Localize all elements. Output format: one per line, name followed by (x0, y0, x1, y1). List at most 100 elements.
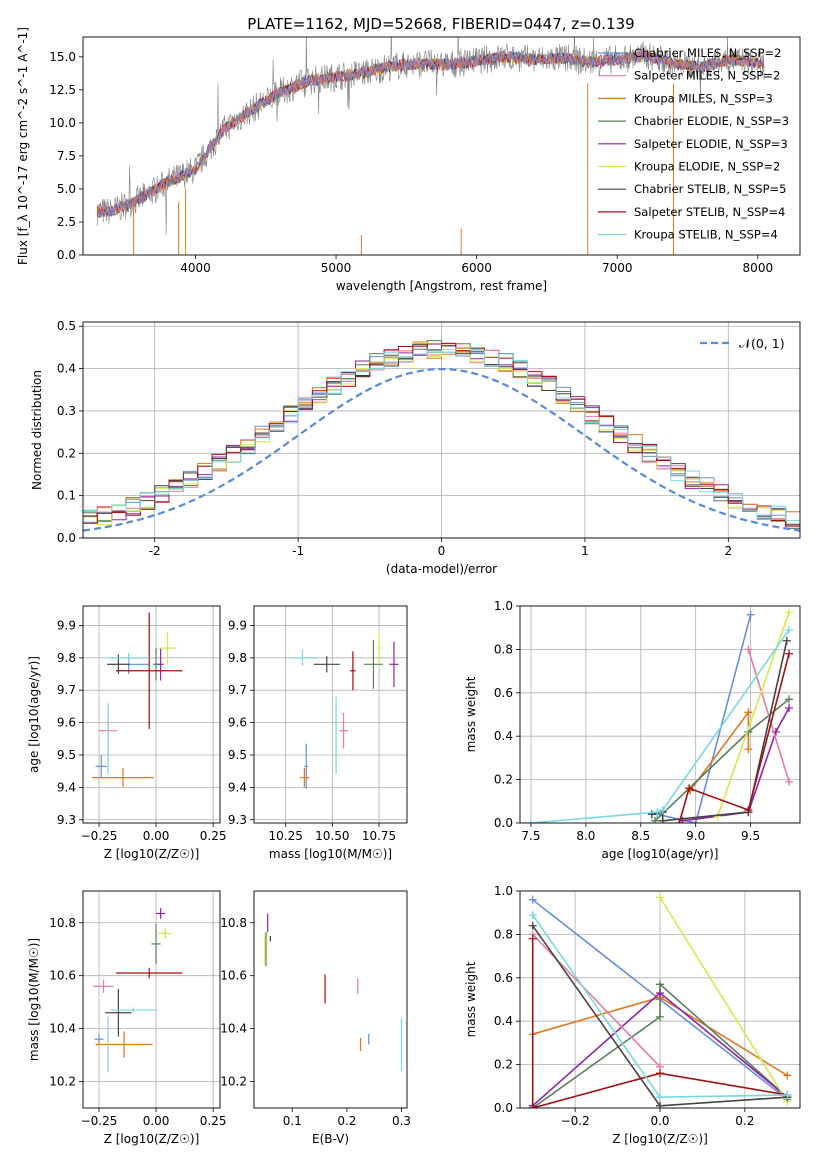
x-tick-label: 9.0 (686, 829, 705, 843)
legend-label: Chabrier STELIB, N_SSP=5 (634, 182, 786, 196)
x-tick-label: 0.2 (337, 1114, 356, 1128)
series-line (716, 612, 790, 817)
weight-series (656, 893, 792, 1106)
y-tick-label: 10.8 (220, 916, 247, 930)
error-bar-point (287, 649, 318, 666)
y-tick-label: 0.2 (494, 1058, 513, 1072)
series-line (678, 653, 790, 823)
y-tick-label: 10.0 (49, 116, 76, 130)
error-bar-point (116, 967, 183, 979)
error-bar-point (304, 743, 309, 789)
axes-frame (82, 605, 221, 824)
x-tick-label: -2 (149, 544, 161, 558)
series-marker (528, 921, 537, 930)
x-tick-label: 2 (724, 544, 732, 558)
y-tick-label: 9.4 (57, 780, 76, 794)
x-tick-label: 0.25 (200, 829, 227, 843)
error-bar-point (94, 1033, 104, 1045)
residual-histogram (83, 347, 800, 521)
chart-mass_vs_EBV: 0.1 0.2 0.3 10.2 10.4 10.6 10.8 E(B-V) (220, 890, 411, 1146)
weight-series (528, 910, 792, 1102)
series-marker (647, 810, 656, 819)
series-line (532, 982, 788, 1108)
x-tick-label: 5000 (321, 261, 352, 275)
error-bar-point (157, 648, 164, 681)
x-tick-label: 10.75 (362, 829, 396, 843)
y-tick-label: 10.2 (49, 1075, 76, 1089)
series-marker (658, 816, 667, 823)
series-marker (658, 805, 667, 814)
x-tick-label: 9.5 (741, 829, 760, 843)
plot-area (96, 37, 765, 255)
y-tick-label: 9.5 (57, 748, 76, 762)
axes-frame (82, 890, 221, 1109)
axes-frame (82, 36, 801, 256)
residual-histogram (83, 342, 800, 527)
series-marker (656, 1093, 664, 1102)
x-axis-label: wavelength [Angstrom, rest frame] (336, 279, 547, 293)
plot-area (287, 631, 399, 789)
x-axis-label: Z [log10(Z/Z☉)] (104, 847, 200, 861)
x-tick-label: 6000 (461, 261, 492, 275)
y-tick-label: 9.8 (228, 651, 247, 665)
x-tick-label: 8000 (743, 261, 774, 275)
error-bar-point (151, 924, 161, 964)
y-tick-label: 0.0 (494, 816, 513, 830)
x-tick-label: −0.25 (81, 1114, 118, 1128)
y-tick-label: 5.0 (57, 182, 76, 196)
series-marker (713, 812, 722, 821)
error-bar-point (299, 767, 310, 788)
y-tick-label: 1.0 (494, 884, 513, 898)
legend-entry: Salpeter MILES, N_SSP=2 (598, 69, 780, 83)
series-marker (528, 895, 537, 904)
legend-label: Salpeter STELIB, N_SSP=4 (634, 205, 785, 219)
y-axis-label: mass weight (464, 676, 478, 752)
series-marker (656, 893, 664, 902)
residual-histogram (83, 343, 800, 527)
series-marker (783, 1071, 792, 1080)
series-marker (651, 816, 660, 823)
series-marker (526, 819, 535, 823)
error-bar-point (158, 631, 177, 665)
x-axis-label: (data-model)/error (386, 562, 497, 576)
x-tick-label: 10.50 (315, 829, 349, 843)
legend-label: Kroupa ELODIE, N_SSP=2 (634, 160, 780, 174)
error-bar-point (338, 712, 349, 749)
series-line (532, 933, 661, 1068)
x-tick-label: 7.5 (521, 829, 540, 843)
x-axis-label: Z [log10(Z/Z☉)] (612, 1132, 708, 1146)
plot-area (264, 913, 403, 1071)
axes-frame (253, 890, 408, 1109)
y-tick-label: 0.6 (494, 971, 513, 985)
y-axis-label: mass [log10(M/M☉)] (27, 938, 41, 1061)
model-spectrum-line (96, 50, 765, 218)
chart-spectrum: 4000 5000 6000 7000 8000 0.0 2.5 5.0 7.5 10.0 12.5… (16, 27, 801, 293)
chart-residuals: -2 -1 0 1 2 0.0 0.1 0.2 0.3 0.4 0.5 (data-model)/er… (30, 319, 801, 576)
series-line (659, 897, 788, 1102)
series-marker (744, 708, 753, 717)
legend-entry: Chabrier ELODIE, N_SSP=3 (598, 114, 789, 128)
series-marker (744, 745, 753, 754)
series-marker (656, 1101, 664, 1108)
legend-label: Chabrier MILES, N_SSP=2 (634, 46, 781, 60)
x-axis-label: Z [log10(Z/Z☉)] (104, 1132, 200, 1146)
series-marker (685, 784, 694, 793)
y-axis-label: Flux [f_λ 10^-17 erg cm^-2 s^-1 A^-1] (16, 27, 30, 265)
y-tick-label: 0.2 (57, 446, 76, 460)
legend-entry: Chabrier STELIB, N_SSP=5 (598, 182, 786, 196)
chart-weight_vs_Z: −0.2 0.0 0.2 0.0 0.2 0.4 0.6 0.8 1.0 Z [log10(Z/Z… (464, 884, 801, 1146)
plot-area (528, 893, 792, 1108)
legend-label: Kroupa MILES, N_SSP=3 (634, 91, 773, 105)
x-tick-label: 0.1 (283, 1114, 302, 1128)
series-marker (528, 1104, 537, 1108)
x-tick-label: 1 (581, 544, 589, 558)
series-marker (785, 695, 794, 704)
error-bar-point (92, 767, 154, 788)
legend-entry: Salpeter STELIB, N_SSP=4 (598, 205, 785, 219)
series-marker (653, 808, 662, 817)
y-tick-label: 0.6 (494, 686, 513, 700)
x-axis-label: E(B-V) (312, 1132, 349, 1146)
y-tick-label: 0.3 (57, 404, 76, 418)
y-axis-label: Normed distribution (30, 370, 44, 490)
